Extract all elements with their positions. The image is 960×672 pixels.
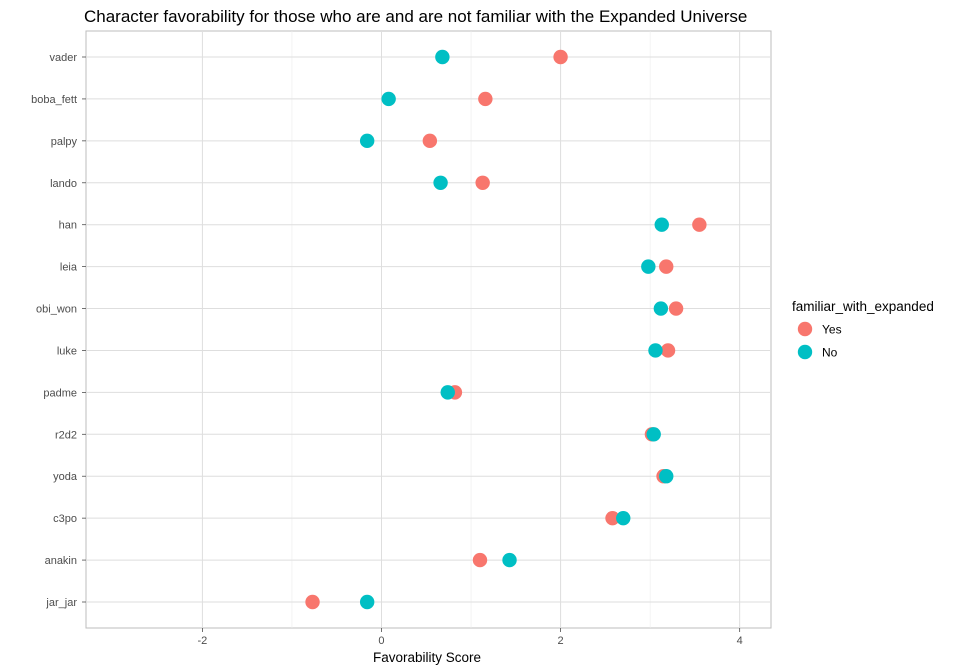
point-no-palpy	[359, 133, 375, 149]
point-yes-obi_won	[668, 301, 684, 316]
point-no-yoda	[659, 469, 674, 484]
point-yes-lando	[475, 175, 490, 190]
x-tick-label: 2	[558, 635, 564, 647]
y-tick-label: yoda	[53, 471, 78, 483]
plot-panel	[85, 30, 772, 629]
y-tick-label: padme	[43, 387, 77, 399]
point-no-r2d2	[646, 427, 661, 442]
y-tick-label: boba_fett	[31, 94, 77, 106]
legend-key-no	[797, 344, 813, 360]
point-yes-anakin	[472, 552, 488, 568]
legend-label-no: No	[822, 346, 838, 360]
point-yes-leia	[659, 259, 674, 274]
y-tick-label: anakin	[45, 555, 77, 567]
point-yes-jar_jar	[305, 594, 320, 610]
point-no-obi_won	[653, 301, 669, 316]
y-tick-label: jar_jar	[45, 597, 77, 609]
point-yes-boba_fett	[478, 91, 493, 107]
point-no-luke	[648, 343, 663, 358]
point-yes-palpy	[422, 133, 438, 149]
legend-label-yes: Yes	[822, 323, 842, 337]
x-tick-label: 0	[378, 635, 384, 647]
x-axis-title: Favorability Score	[373, 650, 481, 665]
y-tick-label: palpy	[51, 136, 78, 148]
y-tick-label: c3po	[53, 513, 77, 525]
point-no-c3po	[616, 510, 631, 526]
y-tick-label: luke	[57, 345, 77, 357]
legend: familiar_with_expanded Yes No	[792, 299, 934, 360]
point-no-anakin	[502, 552, 517, 568]
x-tick-label: -2	[198, 635, 208, 647]
point-no-han	[654, 217, 669, 232]
point-no-lando	[433, 175, 448, 190]
legend-key-yes	[797, 321, 813, 337]
chart-title: Character favorability for those who are…	[84, 7, 747, 26]
point-no-jar_jar	[359, 594, 375, 610]
y-tick-label: lando	[50, 178, 77, 190]
point-yes-vader	[553, 49, 568, 65]
point-no-boba_fett	[381, 91, 396, 107]
y-tick-label: vader	[49, 52, 77, 64]
point-no-padme	[440, 385, 455, 400]
point-yes-luke	[660, 343, 676, 358]
y-tick-label: obi_won	[36, 304, 77, 316]
point-no-vader	[435, 49, 450, 65]
x-tick-label: 4	[737, 635, 743, 647]
data-points	[305, 49, 707, 610]
y-tick-label: han	[59, 220, 77, 232]
legend-title: familiar_with_expanded	[792, 299, 934, 314]
point-yes-c3po	[605, 510, 620, 526]
y-tick-label: r2d2	[55, 429, 77, 441]
series-no	[359, 49, 674, 610]
point-no-leia	[641, 259, 656, 274]
x-axis-tick-labels: -2 0 2 4	[198, 628, 743, 647]
y-tick-label: leia	[60, 262, 78, 274]
panel-border	[85, 30, 772, 629]
point-yes-han	[692, 217, 707, 232]
